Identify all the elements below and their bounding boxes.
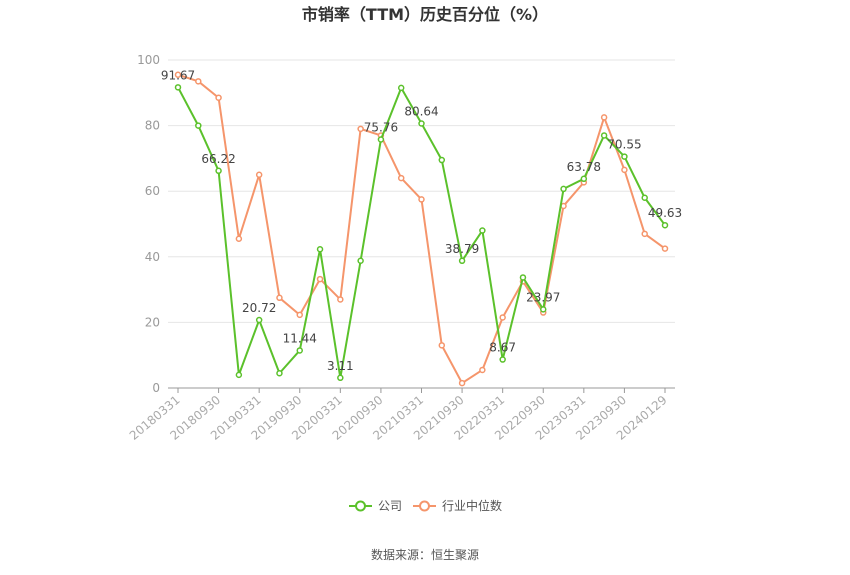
y-tick-label-3: 60 xyxy=(145,184,160,198)
series-0-point-21 xyxy=(600,132,608,139)
y-tick-label-2: 40 xyxy=(145,250,160,264)
y-tick-label-1: 20 xyxy=(145,315,160,329)
series-1-point-5 xyxy=(276,294,283,302)
y-tick-label-0: 0 xyxy=(152,381,160,395)
legend-item-industry-median[interactable]: 行业中位数 xyxy=(413,498,502,513)
series-1-point-21 xyxy=(600,114,608,121)
series-1-point-16 xyxy=(499,314,506,321)
series-0-point-7 xyxy=(316,246,324,253)
series-0-point-11 xyxy=(397,84,405,92)
legend-industry-label: 行业中位数 xyxy=(442,498,502,513)
series-lines xyxy=(174,71,669,387)
series-1-point-3 xyxy=(235,235,243,243)
series-0-point-14 xyxy=(458,257,466,265)
series-1-point-9 xyxy=(357,125,364,133)
series-0-data-label-1: 66.22 xyxy=(201,152,235,166)
series-0-data-label-5: 75.76 xyxy=(364,121,398,135)
series-0-point-13 xyxy=(438,156,446,164)
series-1-point-8 xyxy=(337,296,344,303)
series-0-point-3 xyxy=(235,371,243,379)
series-0-point-19 xyxy=(560,185,567,193)
y-tick-label-4: 80 xyxy=(145,119,160,133)
series-1-point-0 xyxy=(174,71,182,79)
series-0-data-label-10: 63.78 xyxy=(567,160,601,174)
series-0-point-6 xyxy=(296,347,303,354)
series-1-point-7 xyxy=(316,275,324,283)
series-0-point-4 xyxy=(255,316,263,324)
series-0-data-label-11: 70.55 xyxy=(607,138,641,152)
series-0-data-label-7: 38.79 xyxy=(445,242,479,256)
series-1-point-4 xyxy=(255,171,263,179)
series-1-point-13 xyxy=(438,342,446,349)
series-0-data-label-8: 8.67 xyxy=(489,341,516,355)
series-0-point-1 xyxy=(195,122,202,129)
series-0-point-12 xyxy=(418,120,425,127)
series-1-point-1 xyxy=(195,78,202,85)
series-1-point-15 xyxy=(479,366,486,374)
series-0-data-label-3: 11.44 xyxy=(283,331,317,345)
series-0-point-17 xyxy=(519,274,527,281)
x-axis: 2018033120180930201903312019093020200331… xyxy=(127,387,675,443)
series-0-data-label-2: 20.72 xyxy=(242,301,276,315)
legend-company-label: 公司 xyxy=(378,499,402,513)
series-1-point-14 xyxy=(458,379,466,387)
series-0-point-15 xyxy=(479,227,486,234)
y-axis: 0 20 40 60 80 100 xyxy=(137,53,160,395)
series-0-point-20 xyxy=(580,175,588,183)
data-source: 数据来源：恒生聚源 xyxy=(371,547,479,562)
gridlines xyxy=(168,59,675,323)
series-0-point-9 xyxy=(357,257,364,264)
series-1-point-12 xyxy=(418,196,425,203)
series-0-data-label-12: 49.63 xyxy=(648,206,682,220)
series-0-line xyxy=(177,86,666,379)
legend-industry-marker-icon xyxy=(419,500,430,512)
legend-company-marker-icon xyxy=(355,500,366,512)
series-0-data-label-4: 3.11 xyxy=(327,359,354,373)
legend-item-company[interactable]: 公司 xyxy=(349,499,402,513)
series-0-point-24 xyxy=(661,221,669,229)
series-0-point-18 xyxy=(540,306,547,313)
series-1-point-22 xyxy=(621,166,628,174)
series-0-point-23 xyxy=(641,194,648,202)
series-1 xyxy=(174,71,669,387)
chart-title: 市销率（TTM）历史百分位（%） xyxy=(302,5,548,24)
series-0-data-label-0: 91.67 xyxy=(161,68,195,82)
series-1-point-23 xyxy=(641,230,648,238)
series-0-point-22 xyxy=(621,153,628,160)
y-tick-label-5: 100 xyxy=(137,53,160,67)
series-1-point-24 xyxy=(661,245,669,252)
series-0-point-2 xyxy=(215,167,222,175)
series-0-point-0 xyxy=(174,84,182,91)
series-0-point-5 xyxy=(276,369,283,377)
series-1-point-11 xyxy=(397,174,405,182)
series-0-point-16 xyxy=(499,356,506,363)
series-1-point-6 xyxy=(296,311,303,319)
series-0-data-label-6: 80.64 xyxy=(404,105,438,119)
legend[interactable]: 公司 行业中位数 xyxy=(349,498,502,513)
series-1-point-2 xyxy=(215,94,222,101)
series-0-data-label-9: 23.97 xyxy=(526,290,560,304)
series-0 xyxy=(174,84,669,382)
series-0-point-8 xyxy=(337,374,344,382)
data-labels: 91.67 66.22 20.72 11.44 3.11 75.76 80.64 38.79 8… xyxy=(161,68,682,372)
series-0-point-10 xyxy=(377,136,385,143)
